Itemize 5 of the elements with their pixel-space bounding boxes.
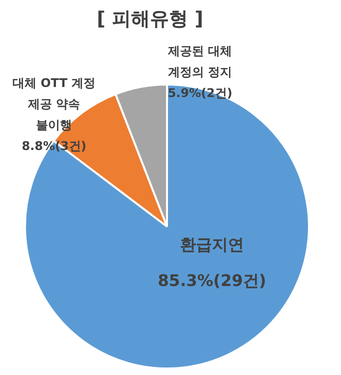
slice-label: 제공된 대체 계정의 정지 <box>166 44 232 80</box>
data-label: 85.3%(29건) <box>158 271 266 290</box>
slice-label: 대체 OTT 계정 제공 약속 불이행 <box>12 76 96 132</box>
chart-title: [ 피해유형 ] <box>96 8 204 30</box>
slice-label: 환급지연 <box>180 235 244 254</box>
